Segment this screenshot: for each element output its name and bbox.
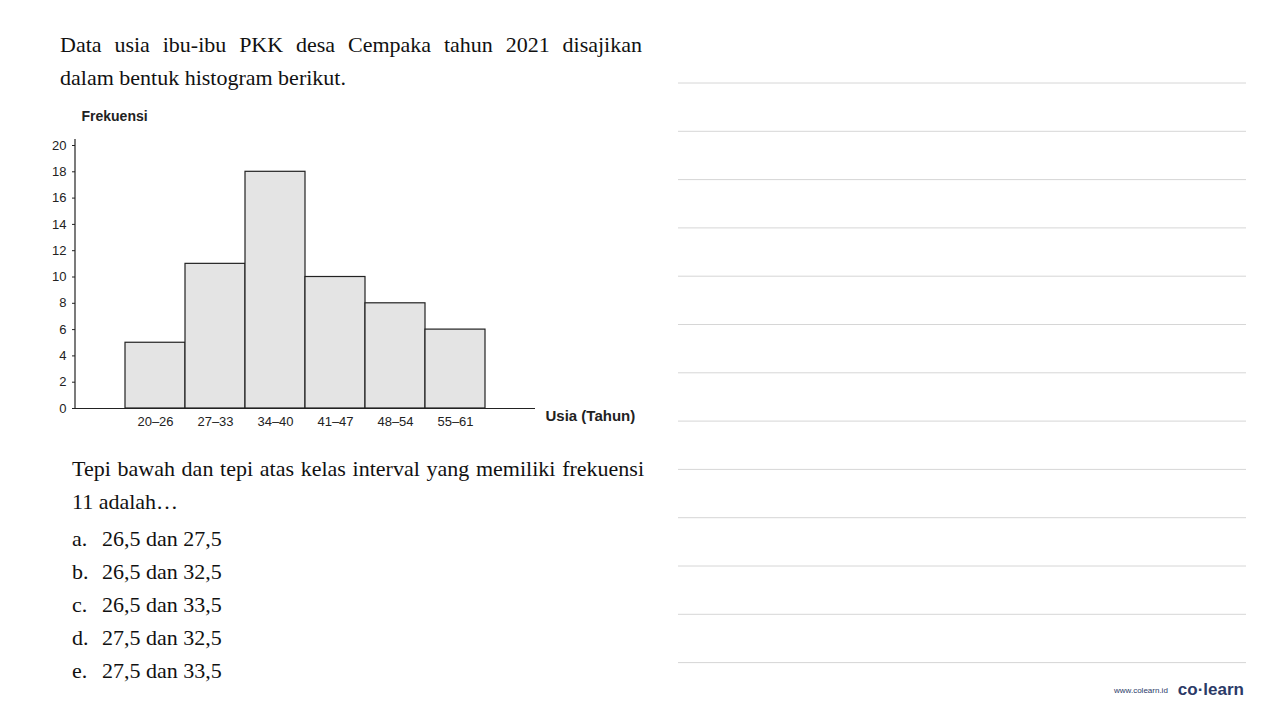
svg-text:18: 18 xyxy=(52,164,66,179)
svg-text:14: 14 xyxy=(52,217,66,232)
svg-text:10: 10 xyxy=(52,269,66,284)
html-text:27,5 dan 33,5: 27,5 dan 33,5 xyxy=(102,658,222,683)
html-text:a.: a. xyxy=(72,526,88,551)
svg-text:55–61: 55–61 xyxy=(437,414,473,429)
html-text:b.: b. xyxy=(72,559,89,584)
svg-text:16: 16 xyxy=(52,190,66,205)
svg-text:2: 2 xyxy=(59,374,66,389)
svg-text:34–40: 34–40 xyxy=(257,414,293,429)
html-text:Tepi bawah dan tepi atas kelas: Tepi bawah dan tepi atas kelas interval … xyxy=(72,456,644,514)
svg-text:12: 12 xyxy=(52,243,66,258)
svg-text:48–54: 48–54 xyxy=(377,414,413,429)
html-text:27,5 dan 32,5: 27,5 dan 32,5 xyxy=(102,625,222,650)
svg-text:20–26: 20–26 xyxy=(137,414,173,429)
svg-text:6: 6 xyxy=(59,322,66,337)
html-text:c.: c. xyxy=(72,592,88,617)
svg-text:41–47: 41–47 xyxy=(317,414,353,429)
svg-text:0: 0 xyxy=(59,401,66,416)
html-text:e.: e. xyxy=(72,658,88,683)
svg-text:20: 20 xyxy=(52,138,66,153)
svg-text:27–33: 27–33 xyxy=(197,414,233,429)
html-text:d.: d. xyxy=(72,625,89,650)
html-text:Data usia ibu-ibu PKK desa Cem: Data usia ibu-ibu PKK desa Cempaka tahun… xyxy=(60,32,642,90)
html-text:26,5 dan 33,5: 26,5 dan 33,5 xyxy=(102,592,222,617)
html-text:26,5 dan 32,5: 26,5 dan 32,5 xyxy=(102,559,222,584)
svg-text:8: 8 xyxy=(59,295,66,310)
svg-text:4: 4 xyxy=(59,348,66,363)
html-text:26,5 dan 27,5: 26,5 dan 27,5 xyxy=(102,526,222,551)
svg-text:Usia (Tahun): Usia (Tahun) xyxy=(546,407,636,424)
html-text:co·learn: co·learn xyxy=(1177,680,1244,699)
svg-text:Frekuensi: Frekuensi xyxy=(82,108,148,124)
html-text:www.colearn.id: www.colearn.id xyxy=(1114,685,1168,695)
